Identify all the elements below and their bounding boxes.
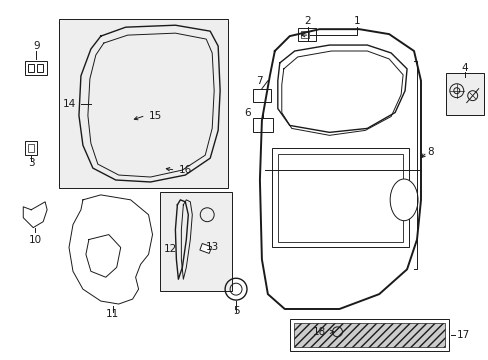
Bar: [271, 148, 408, 247]
Bar: [28, 144, 34, 152]
Bar: [277, 154, 402, 242]
Bar: [200, 243, 211, 253]
Ellipse shape: [389, 179, 417, 221]
Text: 7: 7: [256, 76, 263, 86]
FancyBboxPatch shape: [252, 89, 270, 102]
Bar: [300, 31, 308, 38]
Bar: [297, 28, 315, 41]
Text: 13: 13: [205, 243, 218, 252]
Text: 4: 4: [461, 63, 467, 73]
Bar: [25, 141, 37, 155]
Text: 15: 15: [148, 111, 162, 121]
Bar: [37, 64, 43, 72]
Text: 6: 6: [244, 108, 251, 117]
Text: 5: 5: [232, 306, 239, 316]
Bar: [289, 319, 448, 351]
Bar: [293, 323, 444, 347]
Text: 1: 1: [353, 16, 360, 26]
Text: 2: 2: [304, 16, 310, 26]
Text: 18: 18: [312, 327, 325, 337]
Text: 17: 17: [456, 330, 469, 340]
Bar: [59, 19, 227, 188]
Bar: [28, 64, 34, 72]
Bar: [252, 118, 272, 132]
Text: 9: 9: [33, 41, 40, 51]
Text: 14: 14: [62, 99, 76, 109]
Bar: [160, 192, 232, 291]
Text: 11: 11: [106, 309, 119, 319]
Text: 12: 12: [163, 244, 177, 255]
Text: 3: 3: [28, 158, 35, 168]
Bar: [25, 61, 47, 75]
Text: 10: 10: [29, 234, 41, 244]
Bar: [445, 73, 483, 114]
Text: 8: 8: [427, 147, 433, 157]
Text: 16: 16: [178, 165, 191, 175]
